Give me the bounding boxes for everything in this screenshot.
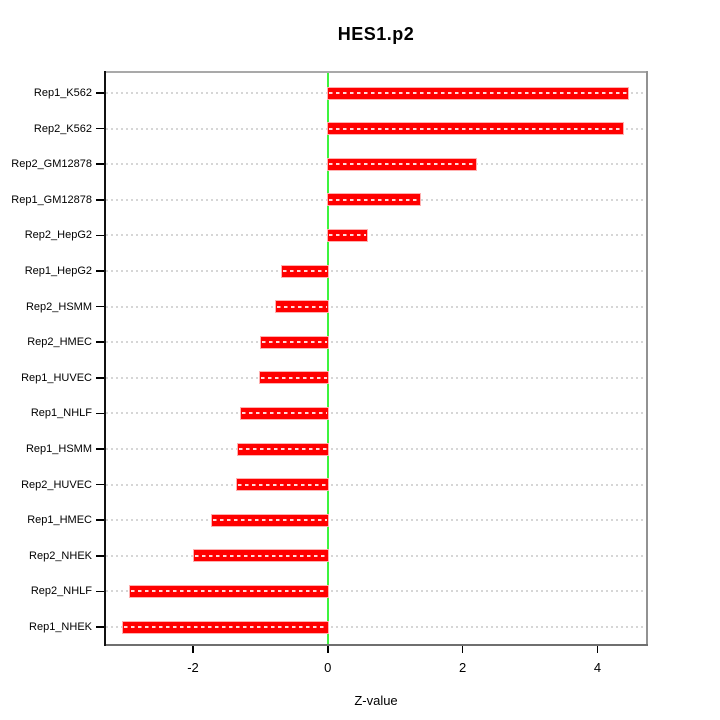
plot-border-bottom <box>104 643 648 646</box>
bar-stripe <box>212 519 327 522</box>
bar-Rep2_GM12878 <box>327 158 477 170</box>
bar-Rep2_HepG2 <box>327 229 367 241</box>
x-tick <box>596 646 599 653</box>
y-tick-label: Rep2_NHLF <box>30 585 92 598</box>
x-tick <box>192 646 194 653</box>
bar-stripe <box>328 198 420 201</box>
y-tick-label: Rep1_NHLF <box>30 407 92 420</box>
y-tick <box>96 590 104 593</box>
grid-line <box>106 448 646 450</box>
bar-stripe <box>328 163 476 166</box>
grid-line <box>106 376 646 379</box>
bar-Rep2_NHEK <box>193 550 328 562</box>
bar-stripe <box>239 448 327 450</box>
y-tick-label: Rep2_HSMM <box>25 300 92 313</box>
y-tick-label: Rep1_HepG2 <box>24 265 92 277</box>
bar-Rep1_HSMM <box>238 443 328 455</box>
zero-line <box>326 73 329 644</box>
y-tick <box>96 127 104 130</box>
grid-line <box>106 341 646 344</box>
y-tick <box>96 377 104 379</box>
y-tick-label: Rep1_NHEK <box>29 621 92 633</box>
bar-stripe <box>123 626 327 628</box>
grid-line <box>106 590 646 593</box>
bar-Rep2_HUVEC <box>236 479 328 491</box>
y-tick <box>96 341 104 343</box>
bar-Rep2_K562 <box>327 123 624 135</box>
bar-stripe <box>328 92 627 94</box>
y-tick-label: Rep1_HSMM <box>25 443 92 455</box>
plot-border-top <box>104 71 648 73</box>
y-tick-label: Rep1_HUVEC <box>21 371 92 384</box>
bar-stripe <box>276 305 327 308</box>
y-tick <box>96 412 104 415</box>
y-tick-label: Rep1_K562 <box>33 87 92 99</box>
y-tick <box>96 270 104 272</box>
plot-area <box>104 71 648 646</box>
y-tick <box>96 199 104 201</box>
y-tick <box>96 92 104 94</box>
x-tick <box>327 646 329 653</box>
bar-stripe <box>194 554 327 557</box>
grid-line <box>106 270 646 272</box>
y-tick-label: Rep2_HepG2 <box>24 229 92 242</box>
x-tick-label: 4 <box>593 660 602 675</box>
y-tick-label: Rep2_GM12878 <box>11 158 92 171</box>
bar-stripe <box>130 590 327 593</box>
y-tick-label: Rep1_GM12878 <box>11 193 92 206</box>
bar-Rep1_HMEC <box>211 514 328 526</box>
x-tick-label: -2 <box>187 660 199 675</box>
grid-line <box>106 554 646 557</box>
y-tick-label: Rep2_HMEC <box>27 336 92 349</box>
bar-Rep1_HUVEC <box>259 372 328 384</box>
x-tick <box>461 646 464 653</box>
bar-Rep1_HepG2 <box>281 265 328 277</box>
y-tick-label: Rep2_NHEK <box>29 549 92 562</box>
bar-Rep1_NHEK <box>122 621 328 633</box>
plot-border-right <box>646 71 648 646</box>
grid-line <box>106 234 646 237</box>
y-axis-line <box>104 71 106 646</box>
y-tick <box>96 519 104 521</box>
y-tick <box>96 626 104 628</box>
bar-Rep2_HSMM <box>275 301 328 313</box>
grid-line <box>106 305 646 308</box>
bar-stripe <box>328 127 623 130</box>
x-tick-label: 2 <box>458 660 467 675</box>
bar-stripe <box>328 234 366 237</box>
grid-line <box>106 626 646 628</box>
bar-Rep2_NHLF <box>129 585 328 597</box>
y-tick-label: Rep1_HMEC <box>27 514 92 527</box>
y-tick <box>96 448 104 450</box>
grid-line <box>106 519 646 522</box>
bar-Rep1_GM12878 <box>327 194 421 206</box>
bar-Rep1_NHLF <box>240 407 328 419</box>
bar-stripe <box>237 483 327 486</box>
bar-stripe <box>282 270 327 272</box>
y-tick <box>96 163 104 165</box>
y-tick <box>96 555 104 557</box>
y-tick-label: Rep2_HUVEC <box>21 478 92 491</box>
grid-line <box>106 412 646 415</box>
bar-Rep1_K562 <box>327 87 628 99</box>
x-tick-label: 0 <box>324 660 332 675</box>
y-tick <box>96 305 104 308</box>
grid-line <box>106 483 646 486</box>
bar-Rep2_HMEC <box>261 336 328 348</box>
y-tick <box>96 483 104 486</box>
x-axis-title: Z-value <box>354 693 398 708</box>
bar-stripe <box>241 412 327 415</box>
bar-stripe <box>262 341 327 344</box>
y-tick <box>96 234 104 237</box>
y-tick-label: Rep2_K562 <box>33 122 92 135</box>
bar-stripe <box>260 376 327 379</box>
chart-title: HES1.p2 <box>337 24 415 44</box>
